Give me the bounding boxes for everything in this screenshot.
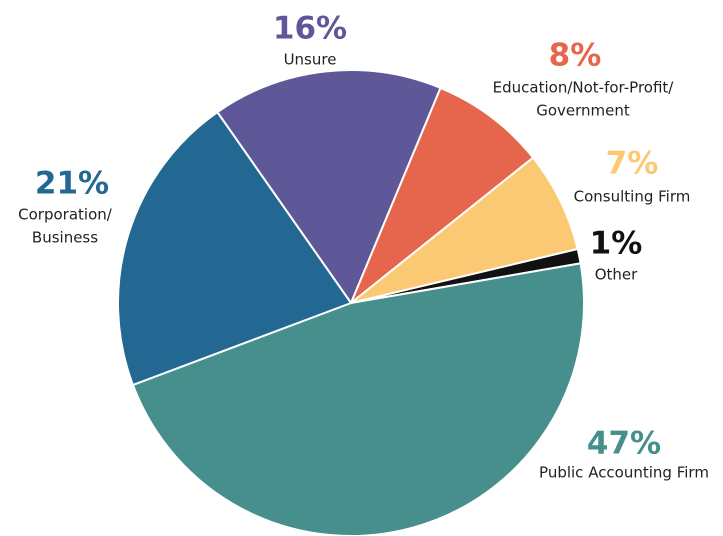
slice bbox=[117, 110, 353, 387]
category-label: Corporation/ bbox=[18, 206, 113, 224]
category-label: Public Accounting Firm bbox=[539, 464, 709, 482]
category-label: Government bbox=[536, 102, 630, 120]
value-label: 21% bbox=[35, 166, 109, 202]
value-label: 8% bbox=[549, 38, 602, 74]
value-label: 47% bbox=[587, 426, 661, 462]
category-label: Unsure bbox=[284, 51, 337, 69]
category-label: Consulting Firm bbox=[574, 188, 691, 206]
category-label: Education/Not-for-Profit/ bbox=[493, 79, 675, 97]
category-label: Other bbox=[595, 266, 638, 284]
slice bbox=[350, 86, 535, 304]
value-label: 1% bbox=[590, 226, 643, 262]
slice bbox=[350, 156, 579, 304]
category-label: Business bbox=[32, 229, 98, 247]
slice bbox=[131, 262, 585, 536]
slice bbox=[215, 69, 442, 306]
value-label: 16% bbox=[273, 11, 347, 47]
value-label: 7% bbox=[606, 146, 659, 182]
